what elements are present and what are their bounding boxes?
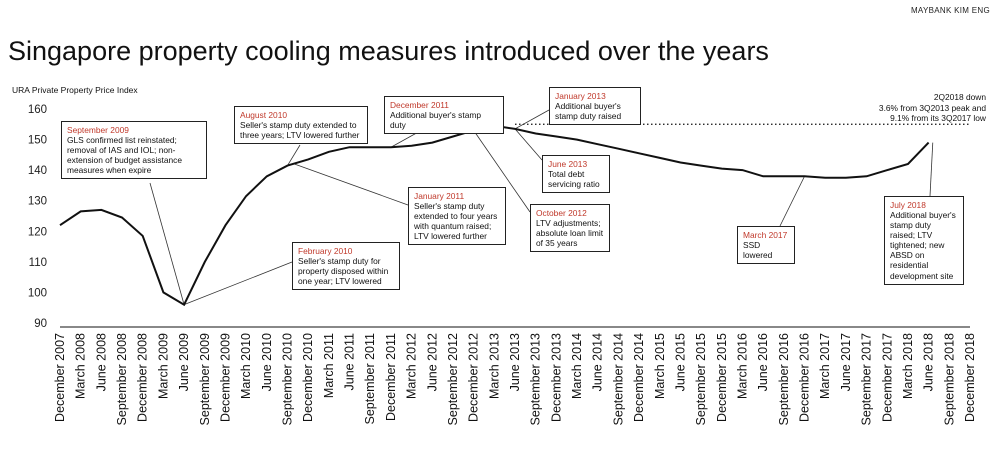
- annotation-date: September 2009: [67, 125, 129, 135]
- x-tick-label: June 2014: [591, 333, 605, 391]
- annotation-leader-line: [929, 142, 934, 197]
- annotation-jul-2018: July 2018 Additional buyer's stamp duty …: [884, 196, 964, 285]
- annotation-text: Additional buyer's stamp duty: [390, 110, 481, 131]
- x-tick-label: September 2008: [115, 333, 129, 425]
- x-tick-label: March 2013: [487, 333, 501, 399]
- y-tick-label: 160: [28, 104, 47, 116]
- x-tick-label: September 2009: [198, 333, 212, 425]
- x-tick-label: June 2011: [343, 333, 357, 391]
- y-tick-label: 150: [28, 135, 47, 147]
- annotation-date: July 2018: [890, 200, 926, 210]
- x-tick-label: March 2018: [901, 333, 915, 399]
- x-tick-label: June 2017: [839, 333, 853, 391]
- x-tick-label: December 2010: [301, 333, 315, 422]
- x-tick-label: June 2012: [425, 333, 439, 391]
- x-tick-label: March 2011: [322, 333, 336, 398]
- annotation-leader-line: [779, 176, 805, 227]
- x-tick-label: September 2018: [942, 333, 956, 425]
- chart-title: Singapore property cooling measures intr…: [8, 36, 769, 66]
- annotation-text: Seller's stamp duty extended to three ye…: [240, 120, 360, 141]
- annotation-leader-line: [293, 163, 409, 206]
- x-tick-label: December 2017: [880, 333, 894, 422]
- annotation-text: Seller's stamp duty for property dispose…: [298, 256, 389, 287]
- annotation-text: Additional buyer's stamp duty raised; LT…: [890, 210, 956, 281]
- y-tick-label: 100: [28, 287, 47, 299]
- annotation-text: SSD lowered: [743, 240, 773, 261]
- annotation-oct-2012: October 2012 LTV adjustments; absolute l…: [530, 204, 610, 253]
- x-tick-label: December 2018: [963, 333, 977, 422]
- annotation-sep-2009: September 2009 GLS confirmed list reinst…: [61, 121, 207, 180]
- x-tick-label: September 2011: [363, 333, 377, 425]
- x-tick-label: December 2016: [798, 333, 812, 422]
- y-tick-label: 110: [29, 257, 47, 269]
- annotation-date: June 2013: [548, 159, 588, 169]
- x-tick-label: December 2011: [384, 333, 398, 421]
- annotation-aug-2010: August 2010 Seller's stamp duty extended…: [234, 106, 368, 145]
- annotation-date: October 2012: [536, 208, 587, 218]
- annotation-leader-line: [287, 144, 301, 166]
- x-tick-label: March 2015: [653, 333, 667, 399]
- annotation-feb-2010: February 2010 Seller's stamp duty for pr…: [292, 242, 400, 291]
- annotation-jan-2011: January 2011 Seller's stamp duty extende…: [408, 187, 506, 246]
- y-tick-label: 120: [28, 226, 47, 238]
- x-tick-label: March 2014: [570, 333, 584, 399]
- x-tick-label: September 2016: [777, 333, 791, 425]
- annotation-date: March 2017: [743, 230, 788, 240]
- y-tick-label: 140: [28, 165, 47, 177]
- annotation-text: Additional buyer's stamp duty raised: [555, 101, 622, 122]
- annotation-leader-line: [514, 128, 543, 161]
- x-tick-label: December 2012: [467, 333, 481, 422]
- x-tick-label: September 2015: [694, 333, 708, 425]
- y-tick-label: 90: [34, 318, 47, 330]
- x-tick-label: December 2009: [218, 333, 232, 422]
- x-tick-label: September 2014: [611, 333, 625, 425]
- x-tick-label: June 2013: [508, 333, 522, 391]
- x-tick-label: September 2017: [860, 333, 874, 425]
- x-tick-label: September 2010: [281, 333, 295, 425]
- x-tick-label: June 2018: [922, 333, 936, 391]
- y-axis-title: URA Private Property Price Index: [12, 85, 138, 95]
- x-tick-label: September 2012: [446, 333, 460, 425]
- annotation-text: Seller's stamp duty extended to four yea…: [414, 201, 498, 242]
- annotation-leader-line: [149, 182, 185, 305]
- x-tick-label: June 2015: [673, 333, 687, 391]
- annotation-date: December 2011: [390, 100, 449, 110]
- annotation-date: August 2010: [240, 110, 288, 120]
- x-tick-label: September 2013: [529, 333, 543, 425]
- x-tick-label: March 2016: [736, 333, 750, 399]
- annotation-mar-2017: March 2017 SSD lowered: [737, 226, 795, 265]
- annotation-leader-line: [514, 109, 550, 130]
- annotation-text: GLS confirmed list reinstated; removal o…: [67, 135, 183, 176]
- x-tick-label: December 2013: [549, 333, 563, 422]
- annotation-jun-2013: June 2013 Total debt servicing ratio: [542, 155, 610, 194]
- x-tick-label: December 2014: [632, 333, 646, 422]
- x-tick-label: March 2012: [405, 333, 419, 399]
- annotation-jan-2013: January 2013 Additional buyer's stamp du…: [549, 87, 641, 126]
- y-tick-label: 130: [28, 196, 47, 208]
- x-tick-label: December 2008: [136, 333, 150, 422]
- annotation-date: January 2013: [555, 91, 606, 101]
- annotation-text: Total debt servicing ratio: [548, 169, 600, 190]
- x-tick-label: March 2008: [74, 333, 88, 399]
- x-tick-label: June 2009: [177, 333, 191, 391]
- brand-label: MAYBANK KIM ENG: [910, 6, 990, 15]
- x-tick-label: March 2009: [156, 333, 170, 399]
- annotation-date: February 2010: [298, 246, 353, 256]
- annotation-leader-line: [183, 261, 293, 306]
- x-tick-label: June 2016: [756, 333, 770, 391]
- annotation-text: LTV adjustments; absolute loan limit of …: [536, 218, 604, 249]
- x-tick-label: June 2010: [260, 333, 274, 391]
- annotation-dec-2011: December 2011 Additional buyer's stamp d…: [384, 96, 504, 135]
- x-tick-label: June 2008: [94, 333, 108, 391]
- x-tick-label: December 2007: [53, 333, 67, 422]
- x-tick-label: December 2015: [715, 333, 729, 422]
- annotation-leader-line: [473, 130, 531, 213]
- x-tick-label: March 2010: [239, 333, 253, 399]
- peak-low-note: 2Q2018 down 3.6% from 3Q2013 peak and 9.…: [878, 92, 986, 123]
- x-tick-label: March 2017: [818, 333, 832, 399]
- annotation-date: January 2011: [414, 191, 465, 201]
